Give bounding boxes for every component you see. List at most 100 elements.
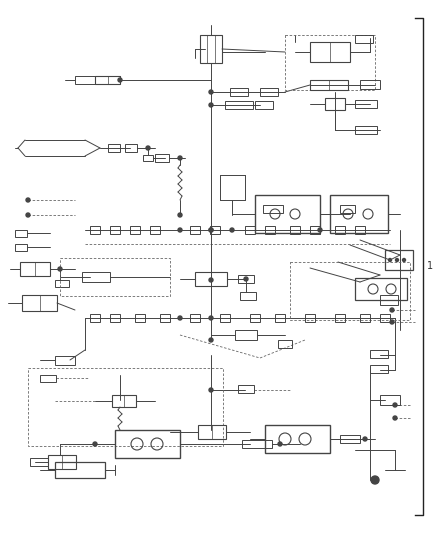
Bar: [60, 258, 170, 296]
Circle shape: [393, 403, 397, 407]
Bar: [370, 365, 388, 373]
Bar: [245, 226, 255, 234]
Bar: [275, 314, 285, 322]
Bar: [155, 154, 169, 162]
Circle shape: [93, 442, 97, 446]
Circle shape: [58, 267, 62, 271]
Circle shape: [389, 259, 392, 262]
Circle shape: [178, 228, 182, 232]
Bar: [310, 226, 320, 234]
Bar: [230, 88, 248, 96]
Bar: [90, 226, 100, 234]
Bar: [160, 314, 170, 322]
Bar: [55, 462, 105, 478]
Bar: [15, 230, 27, 237]
Bar: [325, 98, 345, 110]
Bar: [290, 262, 410, 320]
Bar: [355, 100, 377, 108]
Bar: [90, 314, 100, 322]
Bar: [380, 314, 390, 322]
Circle shape: [178, 156, 182, 160]
Bar: [360, 314, 370, 322]
Circle shape: [363, 437, 367, 441]
Bar: [125, 144, 137, 152]
Circle shape: [26, 213, 30, 217]
Bar: [108, 144, 120, 152]
Circle shape: [371, 476, 379, 484]
Bar: [355, 226, 365, 234]
Bar: [260, 88, 278, 96]
Circle shape: [390, 320, 394, 324]
Circle shape: [209, 316, 213, 320]
Bar: [370, 350, 388, 358]
Bar: [278, 340, 292, 348]
Text: 1: 1: [427, 261, 433, 271]
Bar: [255, 195, 320, 233]
Bar: [340, 435, 360, 443]
Bar: [238, 275, 254, 283]
Circle shape: [393, 416, 397, 420]
Circle shape: [118, 78, 122, 82]
Bar: [30, 458, 48, 466]
Bar: [355, 35, 373, 43]
Bar: [190, 314, 200, 322]
Bar: [385, 250, 413, 270]
Bar: [255, 101, 273, 109]
Bar: [335, 314, 345, 322]
Circle shape: [209, 228, 213, 232]
Bar: [238, 385, 254, 393]
Bar: [380, 295, 398, 305]
Bar: [28, 368, 223, 446]
Bar: [330, 195, 388, 233]
Bar: [235, 330, 257, 340]
Bar: [75, 76, 95, 84]
Bar: [360, 80, 380, 89]
Bar: [225, 101, 253, 109]
Bar: [82, 272, 110, 282]
Bar: [355, 278, 407, 300]
Circle shape: [209, 103, 213, 107]
Circle shape: [178, 316, 182, 320]
Bar: [135, 314, 145, 322]
Bar: [305, 314, 315, 322]
Circle shape: [396, 259, 399, 262]
Bar: [265, 425, 330, 453]
Bar: [310, 80, 348, 90]
Circle shape: [209, 338, 213, 342]
Bar: [380, 395, 400, 405]
Circle shape: [178, 213, 182, 217]
Bar: [250, 314, 260, 322]
Bar: [263, 205, 283, 213]
Bar: [290, 226, 300, 234]
Bar: [198, 425, 226, 439]
Bar: [355, 126, 377, 134]
Bar: [95, 76, 120, 84]
Circle shape: [403, 259, 406, 262]
Bar: [22, 295, 57, 311]
Bar: [240, 292, 256, 300]
Bar: [115, 430, 180, 458]
Bar: [130, 226, 140, 234]
Circle shape: [209, 388, 213, 392]
Circle shape: [209, 90, 213, 94]
Circle shape: [230, 228, 234, 232]
Circle shape: [390, 308, 394, 312]
Bar: [143, 155, 153, 161]
Bar: [210, 226, 220, 234]
Bar: [150, 226, 160, 234]
Bar: [110, 314, 120, 322]
Bar: [200, 35, 222, 63]
Bar: [242, 440, 272, 448]
Circle shape: [209, 228, 213, 232]
Bar: [220, 314, 230, 322]
Bar: [55, 356, 75, 365]
Circle shape: [244, 277, 248, 281]
Bar: [190, 226, 200, 234]
Bar: [340, 205, 355, 213]
Bar: [110, 226, 120, 234]
Bar: [335, 226, 345, 234]
Bar: [20, 262, 50, 276]
Circle shape: [146, 146, 150, 150]
Circle shape: [209, 278, 213, 282]
Bar: [48, 455, 76, 469]
